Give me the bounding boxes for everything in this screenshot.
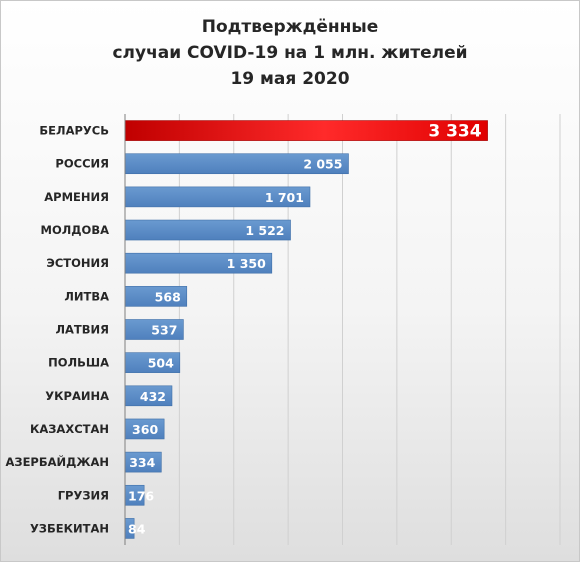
grid-lines: [178, 114, 561, 545]
category-label: БЕЛАРУСЬ: [39, 124, 109, 138]
category-label: КАЗАХСТАН: [30, 422, 109, 436]
category-label: УЗБЕКИТАН: [30, 521, 109, 535]
value-label: 1 350: [227, 256, 266, 271]
chart-title-line-1: Подтверждённые: [201, 17, 379, 37]
category-labels: БЕЛАРУСЬ РОССИЯ АРМЕНИЯ МОЛДОВА ЭСТОНИЯ ЛИТВА…: [6, 124, 110, 536]
category-label: ГРУЗИЯ: [58, 488, 109, 502]
category-label: ЭСТОНИЯ: [46, 256, 109, 270]
value-label: 84: [128, 521, 146, 536]
category-label: МОЛДОВА: [41, 223, 110, 237]
category-label: ЛИТВА: [64, 289, 109, 303]
value-label: 504: [148, 356, 174, 371]
category-label: ПОЛЬША: [48, 356, 109, 370]
value-label: 568: [155, 289, 181, 304]
category-label: ЛАТВИЯ: [55, 323, 109, 337]
category-label: РОССИЯ: [55, 157, 109, 171]
value-labels: 3 334 2 055 1 701 1 522 1 350 568 537 504 432 360…: [128, 122, 482, 537]
category-label: АРМЕНИЯ: [44, 190, 109, 204]
category-label: УКРАИНА: [45, 389, 109, 403]
value-label: 537: [151, 323, 177, 338]
chart-title-line-2: случаи COVID-19 на 1 млн. жителей: [112, 43, 468, 63]
category-label: АЗЕРБАЙДЖАН: [6, 454, 110, 469]
value-label: 2 055: [303, 157, 342, 172]
value-label: 360: [132, 422, 158, 437]
value-label: 334: [129, 455, 155, 470]
value-label: 1 701: [265, 190, 304, 205]
chart-title-line-3: 19 мая 2020: [230, 69, 350, 89]
value-label: 3 334: [428, 122, 481, 142]
value-label: 176: [128, 488, 154, 503]
value-label: 432: [140, 389, 166, 404]
bars: [124, 120, 488, 539]
chart-title: Подтверждённые случаи COVID-19 на 1 млн.…: [0, 14, 580, 92]
value-label: 1 522: [245, 223, 284, 238]
